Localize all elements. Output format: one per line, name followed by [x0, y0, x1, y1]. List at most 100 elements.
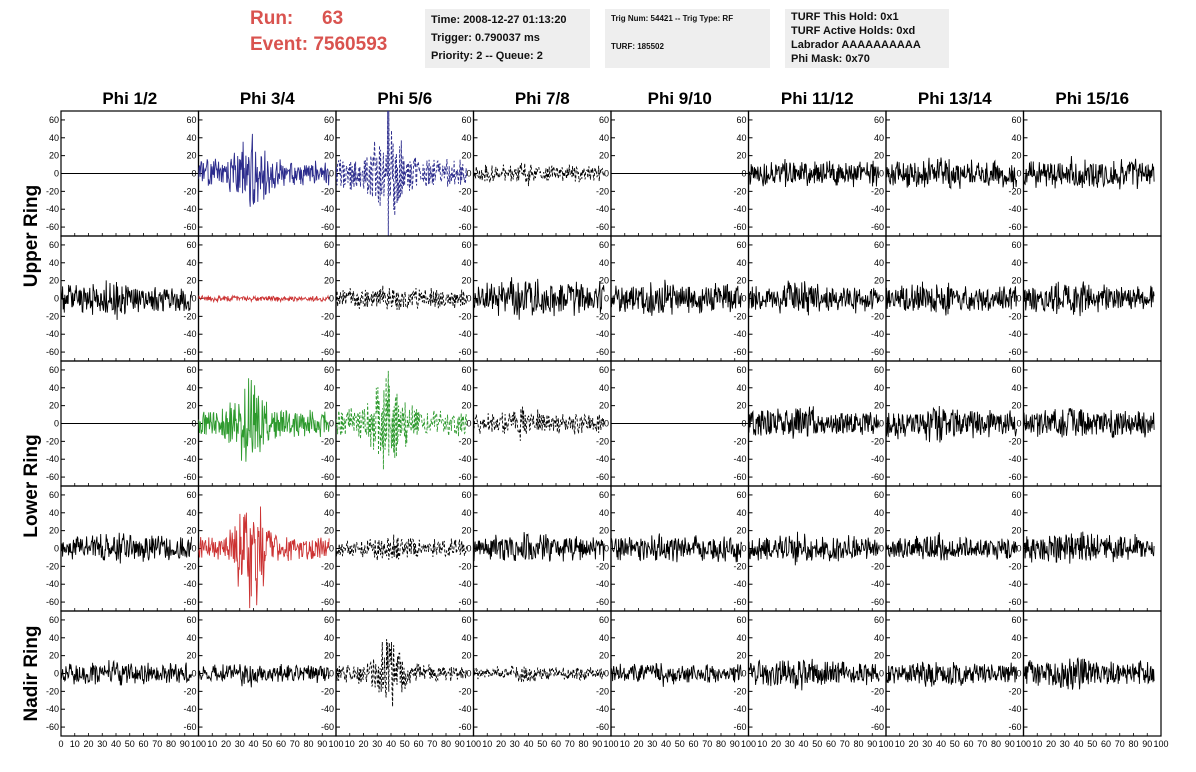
y-tick-label: 0 — [329, 169, 334, 179]
x-tick-label: 50 — [262, 739, 272, 749]
y-tick-label: -20 — [871, 436, 884, 446]
y-tick-label: -40 — [1008, 704, 1021, 714]
y-tick-label: 20 — [599, 526, 609, 536]
y-tick-label: 40 — [599, 133, 609, 143]
y-tick-label: -20 — [183, 311, 196, 321]
y-tick-label: 60 — [1011, 240, 1021, 250]
y-tick-label: 20 — [1011, 151, 1021, 161]
y-tick-label: -20 — [458, 436, 471, 446]
y-tick-label: 40 — [736, 383, 746, 393]
y-tick-label: 20 — [49, 526, 59, 536]
y-tick-label: 60 — [874, 240, 884, 250]
y-tick-label: -40 — [321, 204, 334, 214]
y-tick-label: -40 — [871, 454, 884, 464]
y-tick-label: -40 — [458, 704, 471, 714]
y-tick-label: 40 — [599, 258, 609, 268]
panel-frame — [472, 110, 612, 237]
y-tick-label: -20 — [321, 311, 334, 321]
y-tick-label: 0 — [329, 294, 334, 304]
y-tick-label: 40 — [49, 258, 59, 268]
column-header: Phi 15/16 — [1055, 89, 1129, 108]
y-tick-label: 0 — [741, 419, 746, 429]
x-tick-label: 70 — [702, 739, 712, 749]
x-tick-label: 50 — [950, 739, 960, 749]
y-tick-label: 20 — [874, 401, 884, 411]
waveform-line — [1023, 281, 1155, 317]
waveform-line — [886, 281, 1018, 316]
x-tick-label: 20 — [1046, 739, 1056, 749]
y-tick-label: 20 — [874, 151, 884, 161]
y-tick-label: 0 — [879, 169, 884, 179]
x-tick-label: 70 — [427, 739, 437, 749]
y-tick-label: -20 — [1008, 561, 1021, 571]
priority-text: Priority: 2 -- Queue: 2 — [431, 50, 543, 62]
panel: -60 -40 -20 0 20 40 60 — [321, 610, 475, 737]
y-tick-label: 20 — [324, 276, 334, 286]
y-tick-label: -40 — [183, 579, 196, 589]
x-tick-label: 40 — [248, 739, 258, 749]
y-tick-label: -60 — [183, 722, 196, 732]
y-tick-label: 0 — [466, 294, 471, 304]
y-tick-label: 60 — [874, 490, 884, 500]
panel: -60 -40 -20 0 20 40 60 — [321, 110, 475, 237]
waveform-line — [748, 158, 880, 188]
y-tick-label: -20 — [183, 686, 196, 696]
y-tick-label: 20 — [461, 401, 471, 411]
x-tick-label: 50 — [400, 739, 410, 749]
y-tick-label: 40 — [49, 633, 59, 643]
y-tick-label: 0 — [191, 294, 196, 304]
y-tick-label: -20 — [321, 686, 334, 696]
panels: -60 -40 -20 0 20 40 60 -60 -40 -20 0 20 40 60 -60 -40 -2… — [46, 110, 1162, 737]
y-tick-label: -60 — [733, 597, 746, 607]
y-tick-label: -60 — [321, 597, 334, 607]
y-tick-label: -40 — [733, 704, 746, 714]
y-tick-label: 60 — [736, 240, 746, 250]
y-tick-label: 0 — [741, 544, 746, 554]
x-tick-label: 100 — [603, 739, 618, 749]
x-tick-label: 60 — [276, 739, 286, 749]
y-tick-label: -20 — [1008, 186, 1021, 196]
y-tick-label: -40 — [1008, 454, 1021, 464]
y-tick-label: -60 — [1008, 722, 1021, 732]
waveform-line — [1023, 531, 1155, 564]
x-tick-label: 60 — [551, 739, 561, 749]
y-tick-label: -20 — [596, 311, 609, 321]
waveform-line — [611, 533, 743, 563]
column-header: Phi 11/12 — [781, 89, 854, 108]
y-tick-label: -60 — [46, 597, 59, 607]
x-tick-label: 90 — [867, 739, 877, 749]
y-tick-label: -40 — [733, 329, 746, 339]
y-tick-label: 20 — [599, 651, 609, 661]
panel: -60 -40 -20 0 20 40 60 — [871, 485, 1025, 612]
y-tick-label: 60 — [1011, 490, 1021, 500]
turf-text: TURF: 185502 — [611, 42, 664, 51]
waveform-line — [1023, 657, 1155, 690]
event-label: Event: — [250, 34, 309, 55]
y-tick-label: 0 — [1016, 669, 1021, 679]
y-tick-label: -60 — [458, 222, 471, 232]
y-tick-label: -60 — [1008, 347, 1021, 357]
y-tick-label: 20 — [186, 151, 196, 161]
y-tick-label: 20 — [736, 151, 746, 161]
y-tick-label: 60 — [186, 115, 196, 125]
panel: -60 -40 -20 0 20 40 60 — [183, 360, 337, 487]
y-tick-label: -60 — [1008, 472, 1021, 482]
x-axis: 0 10 20 30 40 50 60 70 80 90 100 10 20 30 40 50 60 70 80 90… — [58, 739, 1168, 749]
x-tick-label: 40 — [1073, 739, 1083, 749]
waveform-line — [886, 405, 1018, 443]
waveform-line — [473, 532, 605, 562]
y-tick-label: 20 — [599, 401, 609, 411]
y-tick-label: 0 — [54, 169, 59, 179]
y-tick-label: 0 — [604, 544, 609, 554]
y-tick-label: 60 — [736, 115, 746, 125]
panel: -60 -40 -20 0 20 40 60 — [1008, 610, 1162, 737]
trigger-info-box: Time: 2008-12-27 01:13:20 Trigger: 0.790… — [425, 9, 590, 68]
y-tick-label: 40 — [186, 383, 196, 393]
waveform-line — [473, 665, 605, 683]
y-tick-label: 40 — [461, 508, 471, 518]
y-tick-label: 0 — [329, 544, 334, 554]
y-tick-label: -60 — [733, 347, 746, 357]
y-tick-label: -20 — [733, 686, 746, 696]
x-tick-label: 100 — [878, 739, 893, 749]
y-tick-label: -40 — [458, 579, 471, 589]
